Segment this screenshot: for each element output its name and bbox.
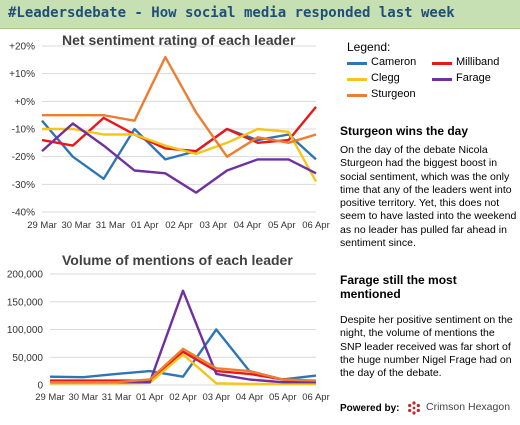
mentions-x-tick-label: 06 Apr [302,392,329,403]
paragraph-farage: Despite her positive sentiment on the ni… [340,314,513,380]
mentions-x-tick-label: 05 Apr [269,392,296,403]
sentiment-series-clegg [42,127,318,183]
legend-swatch [347,78,367,81]
mentions-x-tick-label: 30 Mar [68,392,98,403]
mentions-y-tick-label: 150,000 [7,297,44,308]
sentiment-x-tick-label: 01 Apr [131,220,158,231]
mentions-x-tick-label: 03 Apr [203,392,230,403]
sentiment-x-tick-label: 31 Mar [96,220,126,231]
sentiment-y-tick-label: -20% [12,152,35,163]
sentiment-x-tick-label: 30 Mar [61,220,91,231]
heading-sturgeon-wins: Sturgeon wins the day [340,124,469,138]
mentions-x-tick-label: 31 Mar [102,392,132,403]
crimson-hexagon-icon [408,401,420,415]
page-title: #Leadersdebate - How social media respon… [8,5,455,21]
mentions-x-tick-label: 02 Apr [169,392,196,403]
sentiment-y-tick-label: -40% [12,208,35,219]
legend-swatch [432,62,452,65]
crimson-hexagon-logo: Crimson Hexagon [406,398,520,418]
mentions-y-tick-label: 50,000 [12,353,43,364]
mentions-chart: 200,000 150,000 100,000 50,000 029 Mar 30 Mar… [7,270,330,404]
sentiment-y-tick-label: +10% [9,69,35,80]
legend-swatch [432,78,452,81]
powered-by-label: Powered by: [340,403,400,414]
legend-title: Legend: [347,40,391,54]
mentions-series-sturgeon [50,347,317,384]
sentiment-y-tick-label: -30% [12,180,35,191]
sentiment-y-tick-label: +0% [15,97,35,108]
sentiment-chart: +20% +10% +0% -10% -20% -30% -40%29 Mar 30 Mar 3… [9,42,330,232]
sentiment-x-tick-label: 03 Apr [200,220,227,231]
mentions-y-tick-label: 200,000 [7,270,44,281]
sentiment-series-farage [41,122,317,194]
legend-swatch [347,62,367,65]
paragraph-sturgeon: On the day of the debate Nicola Sturgeon… [340,144,517,250]
mentions-y-tick-label: 0 [37,381,43,392]
sentiment-x-tick-label: 05 Apr [268,220,295,231]
mentions-y-tick-label: 100,000 [7,325,44,336]
mentions-x-tick-label: 29 Mar [35,392,65,403]
mentions-series-farage [50,289,316,384]
sentiment-x-tick-label: 02 Apr [165,220,192,231]
sentiment-x-tick-label: 04 Apr [234,220,261,231]
sentiment-x-tick-label: 06 Apr [302,220,329,231]
legend-label: Sturgeon [371,88,416,100]
sentiment-x-tick-label: 29 Mar [27,220,57,231]
legend-label: Cameron [371,56,417,68]
header-banner: #Leadersdebate - How social media respon… [0,0,520,29]
sentiment-chart-title: Net sentiment rating of each leader [62,32,296,48]
sentiment-series-sturgeon [42,55,317,158]
heading-farage-mentioned: Farage still the most mentioned [340,273,457,301]
mentions-chart-title: Volume of mentions of each leader [62,252,293,268]
mentions-x-tick-label: 01 Apr [136,392,163,403]
mentions-x-tick-label: 04 Apr [236,392,263,403]
legend-swatch [347,94,367,97]
sentiment-y-tick-label: -10% [12,125,35,136]
legend-label: Farage [456,72,491,84]
brand-name: Crimson Hexagon [426,401,511,413]
sentiment-y-tick-label: +20% [9,42,35,53]
sentiment-series-cameron [41,119,317,181]
legend-label: Milliband [456,56,500,68]
legend-label: Clegg [371,72,400,84]
